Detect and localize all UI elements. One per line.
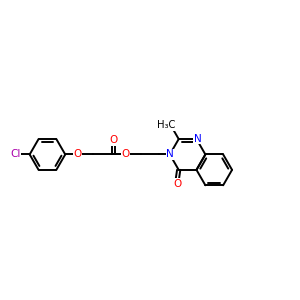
Text: Cl: Cl — [11, 149, 21, 160]
Text: O: O — [122, 149, 130, 160]
Text: O: O — [109, 136, 118, 146]
Text: N: N — [194, 134, 201, 144]
Text: O: O — [74, 149, 82, 160]
Text: O: O — [173, 179, 181, 189]
Text: H₃C: H₃C — [157, 120, 176, 130]
Text: N: N — [166, 149, 174, 160]
